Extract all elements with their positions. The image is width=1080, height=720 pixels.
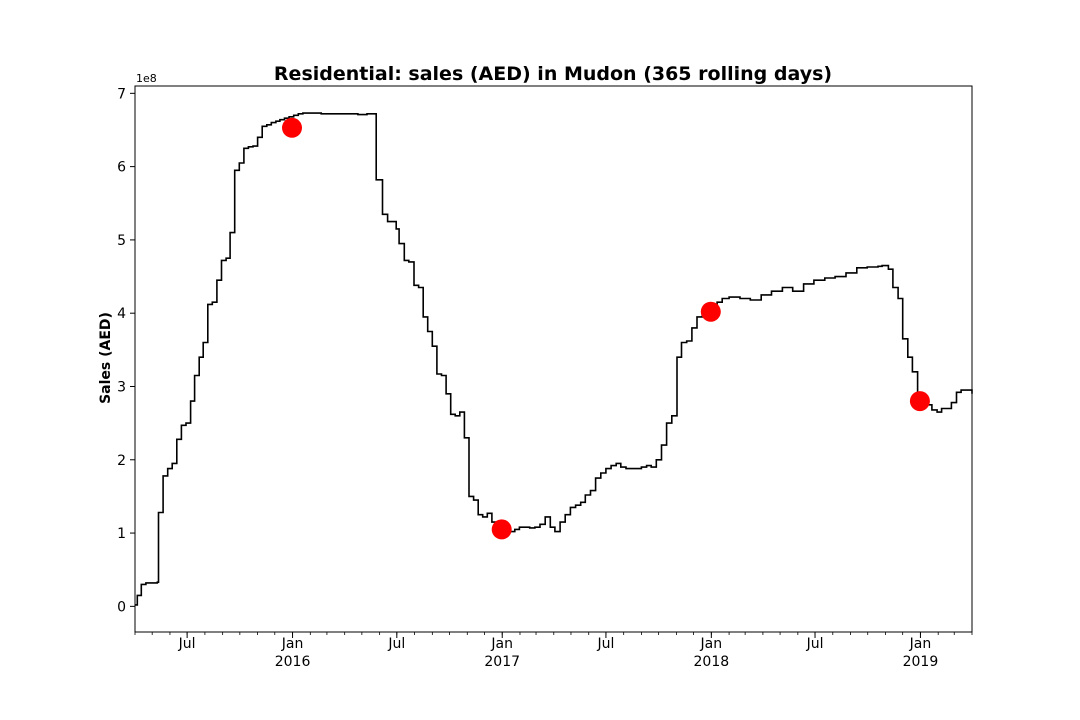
y-tick-label: 4	[117, 306, 126, 322]
chart-title: Residential: sales (AED) in Mudon (365 r…	[274, 63, 832, 85]
x-tick-label: Jan	[490, 636, 513, 652]
marker-point	[909, 391, 930, 412]
marker-point	[700, 301, 721, 322]
y-tick-label: 0	[117, 599, 126, 615]
x-tick-label: Jan	[281, 636, 304, 652]
y-tick-label: 1	[117, 526, 126, 542]
x-tick-label: Jan	[909, 636, 932, 652]
marker-point	[282, 117, 302, 138]
x-tick-label: Jul	[178, 636, 196, 652]
x-tick-year-label: 2019	[903, 654, 939, 670]
marker-point	[491, 519, 512, 540]
sales-line	[135, 112, 973, 606]
axes-layer: 0 1 2 3 4 5 6 7 Jul Jan 2016 Jul Jan 2017 Jul Jan 2018 Ju…	[117, 86, 973, 670]
x-tick-label: Jul	[596, 636, 614, 652]
plot-frame	[134, 85, 973, 633]
y-tick-label: 2	[117, 453, 126, 469]
y-tick-label: 3	[117, 379, 126, 395]
x-tick-label: Jul	[387, 636, 405, 652]
x-tick-year-label: 2016	[275, 654, 311, 670]
x-tick-label: Jan	[700, 636, 723, 652]
plot-area	[134, 85, 973, 633]
y-tick-label: 5	[117, 233, 126, 249]
x-tick-year-label: 2017	[484, 654, 520, 670]
line-series-layer	[135, 112, 973, 606]
marker-series-layer	[282, 117, 930, 540]
y-tick-label: 7	[117, 86, 126, 102]
x-tick-label: Jul	[806, 636, 824, 652]
x-tick-year-label: 2018	[694, 654, 730, 670]
y-tick-label: 6	[117, 160, 126, 176]
y-axis-offset-label: 1e8	[136, 72, 157, 85]
y-axis-label: Sales (AED)	[98, 312, 114, 404]
